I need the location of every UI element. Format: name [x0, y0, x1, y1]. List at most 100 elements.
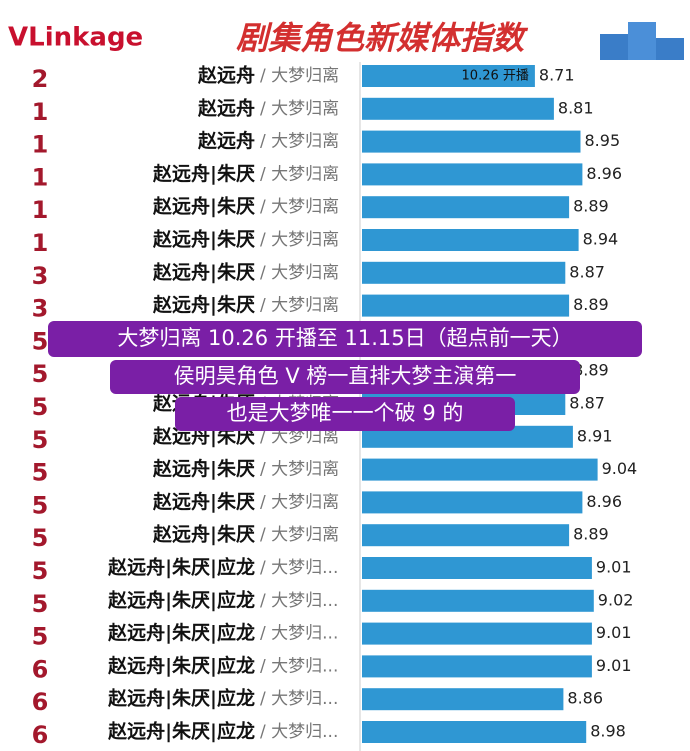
- rank: 1: [32, 98, 49, 126]
- bar: [362, 688, 564, 711]
- bar: [362, 130, 581, 153]
- bar: [362, 163, 583, 186]
- value-label: 8.89: [573, 525, 609, 544]
- value-label: 8.91: [577, 426, 613, 445]
- bar: [362, 425, 573, 448]
- value-label: 8.71: [539, 66, 575, 85]
- rank: 5: [32, 557, 49, 585]
- value-label: 9.01: [596, 656, 632, 675]
- logo: VLinkage: [8, 23, 143, 53]
- value-label: 9.01: [596, 558, 632, 577]
- value-label: 8.98: [590, 722, 626, 741]
- rank: 3: [32, 295, 49, 323]
- bar: [362, 589, 594, 612]
- rank: 5: [32, 590, 49, 618]
- show-label: / 大梦归离: [260, 263, 339, 283]
- bar: [362, 229, 579, 251]
- podium: [600, 22, 684, 60]
- rank: 5: [32, 327, 49, 355]
- value-label: 8.89: [573, 361, 609, 380]
- rank: 5: [32, 459, 49, 487]
- category-label: 赵远舟|朱厌|应龙: [107, 720, 255, 743]
- show-label: / 大梦归...: [260, 591, 338, 611]
- rank: 6: [32, 655, 49, 683]
- rank: 5: [32, 426, 49, 454]
- bar: [362, 721, 587, 743]
- bar: [362, 97, 554, 120]
- rank: 2: [32, 65, 49, 93]
- show-label: / 大梦归...: [260, 558, 338, 578]
- value-label: 8.96: [586, 492, 622, 511]
- category-label: 赵远舟|朱厌: [152, 195, 255, 218]
- category-label: 赵远舟|朱厌: [152, 260, 255, 283]
- category-label: 赵远舟|朱厌: [152, 523, 255, 546]
- rank: 3: [32, 262, 49, 290]
- category-label: 赵远舟|朱厌: [152, 162, 255, 185]
- bar: [362, 524, 570, 547]
- value-label: 8.95: [585, 131, 621, 150]
- rank: 1: [32, 163, 49, 191]
- category-label: 赵远舟|朱厌: [152, 490, 255, 513]
- category-label: 赵远舟|朱厌: [152, 228, 255, 251]
- rank: 5: [32, 393, 49, 421]
- rank: 6: [32, 688, 49, 716]
- category-label: 赵远舟: [197, 64, 255, 87]
- value-label: 8.86: [567, 689, 603, 708]
- bar: [362, 491, 583, 514]
- value-label: 9.01: [596, 623, 632, 642]
- value-label: 9.04: [602, 459, 638, 478]
- show-label: / 大梦归...: [260, 722, 338, 742]
- rank: 5: [32, 623, 49, 651]
- bar: [362, 261, 566, 284]
- value-label: 8.87: [569, 262, 605, 281]
- overlay: 大梦归离 10.26 开播至 11.15日（超点前一天） 侯明昊角色 V 榜一直…: [48, 321, 642, 431]
- bar: [362, 655, 592, 678]
- rank: 6: [32, 721, 49, 749]
- overlay-box: [48, 321, 642, 357]
- chart-title: 剧集角色新媒体指数: [236, 19, 529, 57]
- value-label: 8.81: [558, 98, 594, 117]
- bar: [362, 458, 598, 481]
- show-label: / 大梦归离: [260, 296, 339, 316]
- category-label: 赵远舟|朱厌|应龙: [107, 556, 255, 579]
- show-label: / 大梦归离: [260, 132, 339, 152]
- value-label: 8.89: [573, 295, 609, 314]
- overlay-text: 也是大梦唯一一个破 9 的: [227, 401, 464, 425]
- rank: 1: [32, 196, 49, 224]
- show-label: / 大梦归离: [260, 164, 339, 184]
- show-label: / 大梦归...: [260, 624, 338, 644]
- value-label: 8.96: [586, 164, 622, 183]
- value-label: 8.89: [573, 197, 609, 216]
- show-label: / 大梦归离: [260, 230, 339, 250]
- rank: 1: [32, 229, 49, 257]
- overlay-text: 侯明昊角色 V 榜一直排大梦主演第一: [174, 364, 517, 388]
- overlay-text: 大梦归离 10.26 开播至 11.15日（超点前一天）: [117, 326, 572, 350]
- rank: 1: [32, 131, 49, 159]
- show-label: / 大梦归离: [260, 525, 339, 545]
- category-label: 赵远舟|朱厌|应龙: [107, 621, 255, 644]
- show-label: / 大梦归...: [260, 656, 338, 676]
- bar: [362, 294, 570, 317]
- show-label: / 大梦归离: [260, 460, 339, 480]
- value-label: 8.94: [583, 230, 619, 249]
- bar: [362, 622, 592, 645]
- category-label: 赵远舟: [197, 129, 255, 152]
- rank: 5: [32, 360, 49, 388]
- category-label: 赵远舟|朱厌|应龙: [107, 654, 255, 677]
- show-label: / 大梦归离: [260, 492, 339, 512]
- value-label: 9.02: [598, 590, 634, 609]
- bar: [362, 196, 570, 219]
- category-label: 赵远舟|朱厌: [152, 457, 255, 480]
- category-label: 赵远舟|朱厌|应龙: [107, 687, 255, 710]
- overlay-box: [110, 360, 580, 394]
- annotation: 10.26 开播: [462, 69, 529, 84]
- value-label: 8.87: [569, 394, 605, 413]
- rank: 5: [32, 491, 49, 519]
- show-label: / 大梦归离: [260, 99, 339, 119]
- rank: 5: [32, 524, 49, 552]
- show-label: / 大梦归离: [260, 427, 339, 447]
- category-label: 赵远舟|朱厌: [152, 293, 255, 316]
- bar: [362, 557, 592, 579]
- bar: [362, 65, 535, 87]
